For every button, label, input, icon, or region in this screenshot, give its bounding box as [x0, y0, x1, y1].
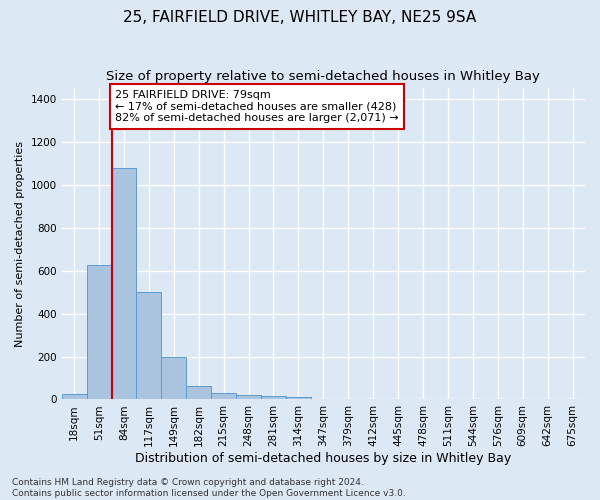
Bar [211, 393, 236, 400]
Bar [236, 395, 261, 400]
Bar [136, 292, 161, 400]
Bar [112, 168, 136, 400]
Y-axis label: Number of semi-detached properties: Number of semi-detached properties [15, 141, 25, 347]
Text: 25, FAIRFIELD DRIVE, WHITLEY BAY, NE25 9SA: 25, FAIRFIELD DRIVE, WHITLEY BAY, NE25 9… [124, 10, 476, 25]
Bar [186, 386, 211, 400]
Bar [161, 356, 186, 400]
Bar [62, 394, 86, 400]
Bar [286, 397, 311, 400]
Bar [86, 266, 112, 400]
Bar [261, 396, 286, 400]
Text: 25 FAIRFIELD DRIVE: 79sqm
← 17% of semi-detached houses are smaller (428)
82% of: 25 FAIRFIELD DRIVE: 79sqm ← 17% of semi-… [115, 90, 399, 123]
Title: Size of property relative to semi-detached houses in Whitley Bay: Size of property relative to semi-detach… [106, 70, 540, 83]
X-axis label: Distribution of semi-detached houses by size in Whitley Bay: Distribution of semi-detached houses by … [135, 452, 511, 465]
Text: Contains HM Land Registry data © Crown copyright and database right 2024.
Contai: Contains HM Land Registry data © Crown c… [12, 478, 406, 498]
